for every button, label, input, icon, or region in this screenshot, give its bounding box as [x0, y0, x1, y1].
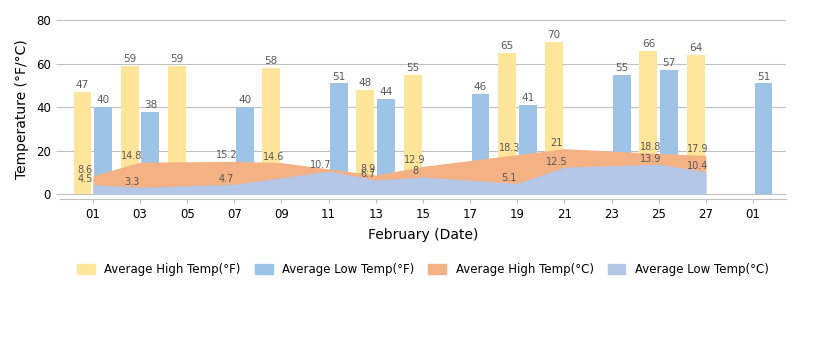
Bar: [262, 68, 280, 194]
Bar: [660, 70, 678, 194]
Text: 5.1: 5.1: [501, 173, 517, 183]
Legend: Average High Temp(°F), Average Low Temp(°F), Average High Temp(°C), Average Low : Average High Temp(°F), Average Low Temp(…: [72, 258, 774, 281]
Text: 59: 59: [123, 54, 136, 64]
Text: 14.6: 14.6: [263, 152, 284, 161]
Text: 47: 47: [76, 80, 89, 90]
Bar: [95, 107, 112, 194]
Text: 59: 59: [170, 54, 183, 64]
Text: 17.9: 17.9: [687, 144, 709, 154]
Bar: [519, 105, 537, 194]
Text: 10.7: 10.7: [310, 160, 331, 171]
Text: 18.8: 18.8: [640, 142, 662, 152]
Bar: [141, 111, 159, 194]
Text: 40: 40: [96, 96, 110, 105]
Text: 40: 40: [238, 96, 251, 105]
Text: 3.3: 3.3: [124, 177, 139, 187]
Text: 4.5: 4.5: [77, 174, 92, 184]
Bar: [120, 66, 139, 194]
Text: 6.7: 6.7: [360, 169, 375, 179]
Text: 12.9: 12.9: [404, 155, 426, 165]
Text: 8.9: 8.9: [360, 164, 375, 174]
Bar: [754, 83, 773, 194]
Bar: [403, 75, 422, 194]
Text: 14.8: 14.8: [121, 151, 143, 161]
Text: 38: 38: [144, 100, 157, 110]
Bar: [356, 90, 374, 194]
Text: 44: 44: [379, 87, 393, 97]
Bar: [74, 92, 91, 194]
Bar: [498, 53, 516, 194]
X-axis label: February (Date): February (Date): [368, 228, 478, 242]
Text: 55: 55: [406, 63, 419, 73]
Bar: [545, 42, 563, 194]
Bar: [236, 107, 254, 194]
Y-axis label: Temperature (°F/°C): Temperature (°F/°C): [15, 39, 29, 179]
Text: 12.5: 12.5: [545, 156, 567, 167]
Bar: [613, 75, 631, 194]
Text: 51: 51: [332, 72, 345, 81]
Text: 18.3: 18.3: [499, 143, 520, 153]
Text: 41: 41: [521, 93, 535, 103]
Text: 57: 57: [662, 58, 676, 68]
Text: 21: 21: [550, 138, 563, 148]
Bar: [686, 55, 705, 194]
Bar: [168, 66, 186, 194]
Text: 55: 55: [615, 63, 628, 73]
Bar: [639, 51, 657, 194]
Text: 46: 46: [474, 83, 487, 92]
Text: 64: 64: [689, 43, 702, 53]
Text: 70: 70: [548, 30, 560, 40]
Text: 4.7: 4.7: [218, 173, 234, 184]
Text: 8: 8: [412, 167, 418, 176]
Bar: [330, 83, 348, 194]
Text: 10.4: 10.4: [687, 161, 709, 171]
Text: 51: 51: [757, 72, 770, 81]
Text: 13.9: 13.9: [640, 153, 662, 164]
Text: 48: 48: [359, 78, 372, 88]
Bar: [377, 98, 395, 194]
Text: 8.6: 8.6: [77, 165, 92, 174]
Text: 58: 58: [265, 56, 278, 66]
Text: 66: 66: [642, 39, 655, 49]
Bar: [471, 94, 490, 194]
Text: 65: 65: [500, 41, 514, 51]
Text: 15.2: 15.2: [216, 150, 237, 160]
